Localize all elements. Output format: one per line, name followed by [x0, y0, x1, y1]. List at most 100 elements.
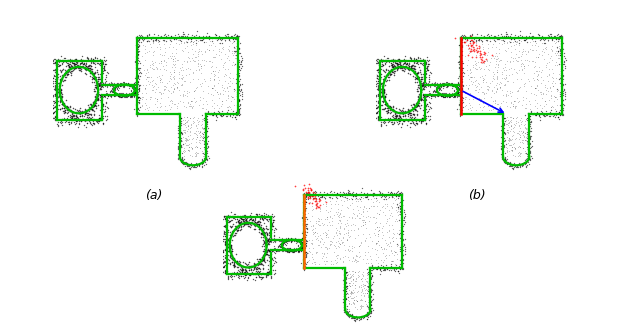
Point: [452, 89, 463, 94]
Point: [424, 101, 435, 106]
Point: [344, 298, 355, 304]
Point: [260, 226, 271, 231]
Point: [264, 216, 274, 222]
Point: [522, 35, 532, 40]
Point: [182, 43, 193, 49]
Point: [97, 83, 107, 89]
Point: [323, 209, 333, 214]
Point: [556, 111, 566, 116]
Point: [497, 34, 507, 39]
Point: [500, 75, 511, 80]
Point: [346, 289, 356, 294]
Point: [326, 241, 336, 247]
Point: [550, 41, 560, 46]
Point: [93, 97, 104, 102]
Point: [370, 115, 380, 120]
Point: [153, 37, 163, 43]
Point: [262, 237, 272, 242]
Point: [453, 87, 463, 93]
Point: [388, 266, 398, 271]
Point: [265, 239, 275, 244]
Point: [86, 60, 96, 65]
Point: [285, 235, 296, 240]
Point: [332, 259, 342, 265]
Point: [120, 92, 130, 98]
Point: [127, 93, 137, 99]
Point: [191, 161, 202, 166]
Point: [179, 40, 189, 45]
Point: [342, 313, 352, 318]
Point: [244, 217, 254, 223]
Point: [257, 231, 267, 236]
Point: [396, 190, 406, 195]
Point: [399, 60, 409, 66]
Point: [229, 265, 239, 270]
Point: [227, 237, 237, 243]
Point: [353, 268, 364, 273]
Point: [296, 244, 306, 249]
Point: [433, 87, 444, 92]
Point: [390, 268, 401, 273]
Point: [263, 218, 273, 224]
Point: [225, 213, 236, 218]
Point: [268, 220, 278, 225]
Point: [276, 247, 286, 252]
Point: [52, 82, 62, 87]
Point: [88, 121, 99, 126]
Point: [390, 114, 401, 119]
Point: [517, 161, 527, 167]
Point: [298, 211, 308, 216]
Point: [182, 163, 192, 168]
Point: [160, 49, 170, 54]
Point: [222, 246, 232, 251]
Point: [393, 65, 403, 70]
Point: [336, 220, 346, 226]
Point: [467, 48, 477, 53]
Point: [456, 95, 466, 101]
Point: [168, 83, 178, 88]
Point: [113, 93, 123, 98]
Point: [384, 222, 394, 228]
Point: [223, 242, 233, 247]
Point: [340, 291, 350, 296]
Point: [339, 198, 349, 203]
Point: [363, 272, 373, 277]
Point: [409, 59, 419, 64]
Point: [363, 283, 373, 288]
Point: [391, 194, 401, 199]
Point: [299, 211, 309, 216]
Point: [92, 92, 102, 98]
Point: [386, 189, 396, 194]
Point: [261, 242, 271, 247]
Point: [297, 245, 307, 250]
Point: [320, 229, 330, 234]
Point: [342, 309, 353, 314]
Point: [461, 38, 472, 43]
Point: [556, 65, 566, 70]
Point: [478, 89, 488, 95]
Point: [232, 259, 242, 264]
Point: [184, 163, 195, 168]
Point: [550, 107, 560, 112]
Point: [417, 112, 428, 117]
Point: [555, 102, 565, 108]
Point: [440, 82, 450, 88]
Point: [257, 270, 267, 276]
Point: [300, 235, 310, 240]
Point: [118, 93, 128, 99]
Point: [555, 47, 565, 52]
Point: [337, 203, 347, 208]
Point: [399, 66, 409, 71]
Point: [408, 112, 419, 117]
Point: [234, 67, 244, 72]
Point: [394, 110, 404, 115]
Point: [380, 91, 390, 96]
Point: [399, 119, 410, 124]
Point: [111, 91, 121, 96]
Point: [420, 83, 431, 88]
Point: [292, 238, 302, 244]
Point: [279, 236, 289, 242]
Point: [202, 111, 212, 116]
Point: [92, 58, 102, 63]
Point: [544, 73, 554, 78]
